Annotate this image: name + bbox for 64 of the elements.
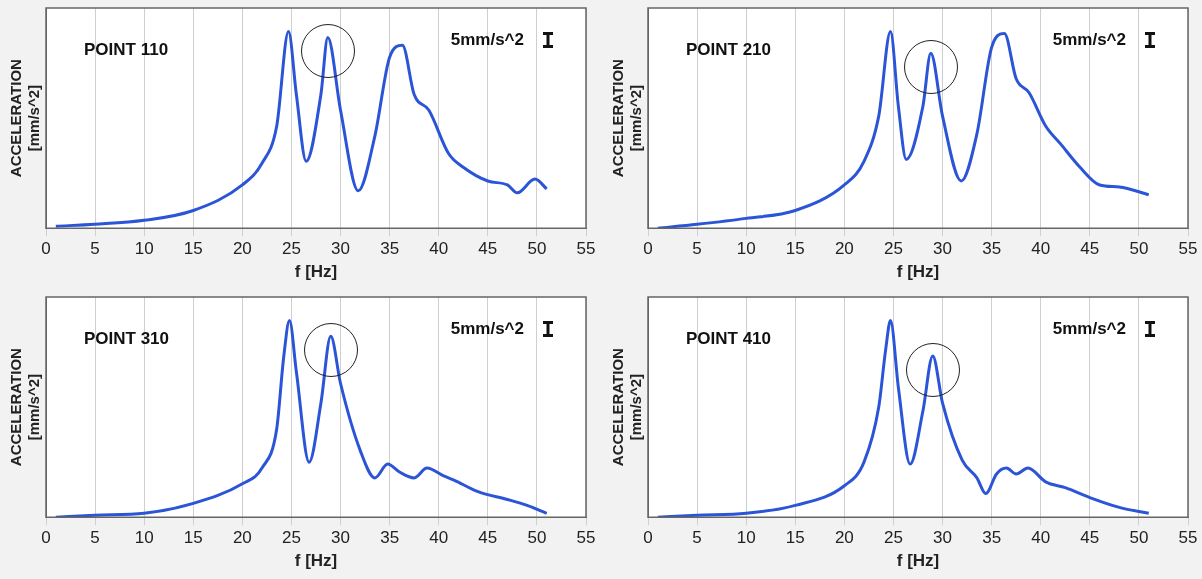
x-tick-label: 35 <box>982 528 1002 548</box>
x-tick-label: 40 <box>1031 528 1051 548</box>
x-tick-label: 5 <box>90 528 100 548</box>
x-tick-label: 10 <box>736 239 756 259</box>
x-axis-title: f [Hz] <box>294 551 338 571</box>
annotation: POINT 310 <box>84 328 170 348</box>
x-tick-label: 55 <box>1178 528 1198 548</box>
x-tick-label: 35 <box>982 239 1002 259</box>
x-tick-label: 45 <box>478 239 498 259</box>
y-axis-title: ACCELERATION [mm/s^2] <box>609 59 645 178</box>
x-tick-label: 20 <box>232 528 252 548</box>
x-tick-label: 45 <box>1080 239 1100 259</box>
annotation: POINT 110 <box>84 39 169 59</box>
x-tick-label: 30 <box>933 239 953 259</box>
x-tick-label: 35 <box>380 528 400 548</box>
x-tick-label: 55 <box>576 239 596 259</box>
x-tick-label: 15 <box>785 239 805 259</box>
x-tick-label: 40 <box>429 239 449 259</box>
x-tick-label: 15 <box>183 528 203 548</box>
y-axis-title: ACCELERATION [mm/s^2] <box>7 59 43 178</box>
y-axis-title: ACCELERATION [mm/s^2] <box>609 348 645 467</box>
x-tick-label: 5 <box>692 528 702 548</box>
x-tick-label: 35 <box>380 239 400 259</box>
x-tick-label: 25 <box>883 239 903 259</box>
annotation: POINT 210 <box>686 39 772 59</box>
x-tick-label: 30 <box>331 239 351 259</box>
x-tick-label: 20 <box>232 239 252 259</box>
x-tick-label: 55 <box>1178 239 1198 259</box>
x-tick-label: 10 <box>134 528 154 548</box>
annotation: POINT 410 <box>686 328 772 348</box>
annotation: 5mm/s^2 <box>450 29 524 49</box>
annotation: 5mm/s^2 <box>1052 318 1126 338</box>
x-tick-label: 0 <box>643 528 653 548</box>
x-tick-label: 0 <box>643 239 653 259</box>
x-tick-label: 50 <box>1129 239 1149 259</box>
x-axis-title: f [Hz] <box>896 262 940 282</box>
annotation: 5mm/s^2 <box>450 318 524 338</box>
x-tick-label: 30 <box>933 528 953 548</box>
x-axis-title: f [Hz] <box>294 262 338 282</box>
x-tick-label: 15 <box>183 239 203 259</box>
x-tick-label: 20 <box>834 239 854 259</box>
x-tick-label: 10 <box>134 239 154 259</box>
x-tick-label: 50 <box>527 239 547 259</box>
x-tick-label: 25 <box>281 528 301 548</box>
x-tick-label: 25 <box>883 528 903 548</box>
x-tick-label: 40 <box>1031 239 1051 259</box>
x-tick-label: 0 <box>41 239 51 259</box>
x-tick-label: 15 <box>785 528 805 548</box>
x-tick-label: 45 <box>1080 528 1100 548</box>
annotation: 5mm/s^2 <box>1052 29 1126 49</box>
x-tick-label: 25 <box>281 239 301 259</box>
x-tick-label: 0 <box>41 528 51 548</box>
y-axis-title: ACCELERATION [mm/s^2] <box>7 348 43 467</box>
x-tick-label: 5 <box>90 239 100 259</box>
x-axis-title: f [Hz] <box>896 551 940 571</box>
x-tick-label: 55 <box>576 528 596 548</box>
x-tick-label: 10 <box>736 528 756 548</box>
x-tick-label: 40 <box>429 528 449 548</box>
x-tick-label: 50 <box>527 528 547 548</box>
x-tick-label: 50 <box>1129 528 1149 548</box>
x-tick-label: 20 <box>834 528 854 548</box>
x-tick-label: 30 <box>331 528 351 548</box>
x-tick-label: 5 <box>692 239 702 259</box>
x-tick-label: 45 <box>478 528 498 548</box>
